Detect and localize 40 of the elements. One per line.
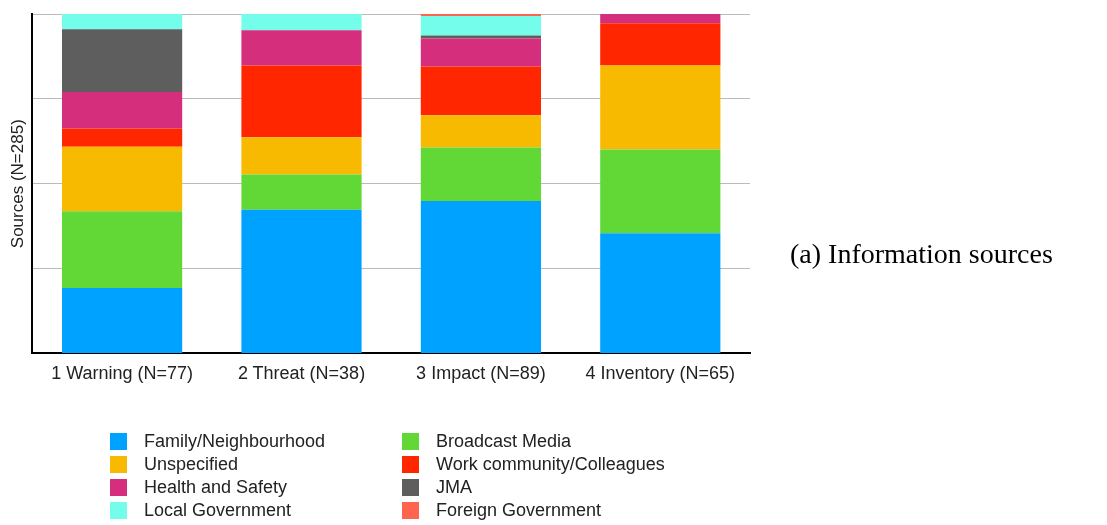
- x-tick-label: 3 Impact (N=89): [416, 363, 546, 384]
- bar: [241, 65, 362, 138]
- bar: [600, 65, 721, 150]
- legend-label: Work community/Colleagues: [435, 453, 666, 475]
- bar: [62, 287, 183, 353]
- bar: [62, 14, 183, 30]
- bar: [420, 201, 541, 353]
- bar: [62, 211, 183, 288]
- bar: [600, 149, 721, 234]
- bar: [420, 115, 541, 148]
- y-axis-title: Sources (N=285): [7, 119, 27, 249]
- bar: [241, 209, 362, 353]
- bar: [420, 16, 541, 36]
- bar: [420, 147, 541, 202]
- bar: [62, 29, 183, 93]
- bar: [420, 66, 541, 116]
- legend-label: Unspecified: [143, 453, 240, 475]
- bar: [62, 92, 183, 129]
- x-tick-label: 1 Warning (N=77): [51, 363, 194, 384]
- bar: [241, 174, 362, 210]
- legend-label: Foreign Government: [435, 499, 603, 521]
- bar: [62, 146, 183, 212]
- bar: [241, 14, 362, 31]
- x-tick-label: 4 Inventory (N=65): [585, 363, 736, 384]
- bar: [600, 23, 721, 66]
- legend-label: Health and Safety: [143, 476, 289, 498]
- text: (a) Information sources: [790, 238, 1053, 270]
- bar: [420, 35, 541, 39]
- bar: [241, 137, 362, 175]
- bar: [420, 38, 541, 67]
- bar: [62, 128, 183, 147]
- bar: [241, 30, 362, 66]
- bar: [420, 14, 541, 17]
- x-tick-label: 2 Threat (N=38): [237, 363, 366, 384]
- bar: [600, 233, 721, 353]
- bar: [600, 14, 721, 24]
- legend-label: JMA: [435, 476, 473, 498]
- legend-label: Local Government: [143, 499, 293, 521]
- legend-label: Family/Neighbourhood: [143, 430, 327, 452]
- legend-label: Broadcast Media: [435, 430, 573, 452]
